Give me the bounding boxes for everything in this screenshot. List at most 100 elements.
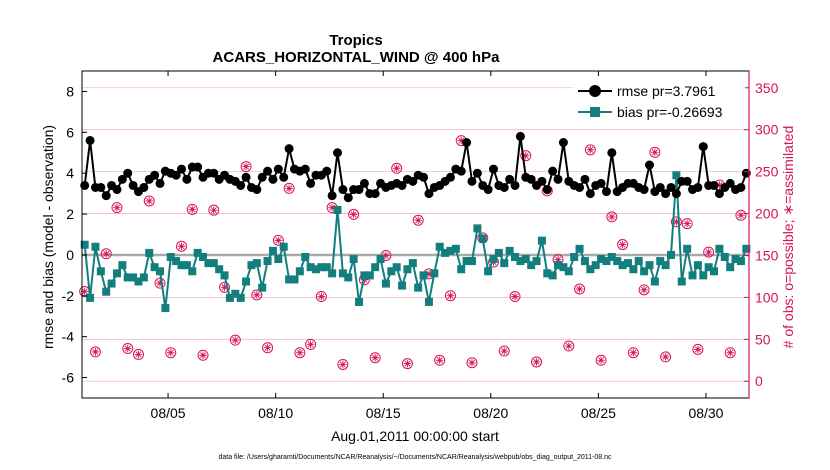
obs-point bbox=[251, 289, 263, 301]
rmse-marker bbox=[542, 185, 552, 195]
bias-marker bbox=[96, 267, 105, 276]
bias-marker bbox=[516, 257, 525, 266]
obs-point bbox=[229, 334, 241, 346]
obs-possible-marker bbox=[670, 216, 682, 228]
obs-assimilated-marker bbox=[694, 345, 702, 354]
obs-possible-marker bbox=[176, 240, 188, 252]
legend-rmse-marker bbox=[589, 85, 601, 97]
obs-possible-marker bbox=[660, 351, 672, 363]
plot-area bbox=[79, 131, 751, 370]
obs-assimilated-marker bbox=[726, 348, 734, 357]
rmse-marker bbox=[338, 185, 348, 195]
obs-possible-marker bbox=[132, 348, 144, 360]
bias-marker bbox=[489, 255, 498, 264]
rmse-marker bbox=[515, 131, 525, 141]
obs-point bbox=[724, 347, 736, 359]
rmse-marker bbox=[257, 172, 267, 182]
rmse-marker bbox=[467, 176, 477, 186]
y-tick-label-left: 0 bbox=[66, 247, 74, 263]
obs-possible-marker bbox=[122, 343, 134, 355]
obs-point bbox=[412, 214, 424, 226]
bias-marker bbox=[328, 269, 337, 278]
bias-marker bbox=[688, 271, 697, 280]
obs-assimilated-marker bbox=[618, 240, 627, 249]
obs-assimilated-marker bbox=[113, 203, 121, 212]
obs-assimilated-marker bbox=[500, 347, 509, 355]
obs-assimilated-marker bbox=[349, 210, 358, 219]
y-tick-label-left: 2 bbox=[66, 206, 74, 222]
footer-data-file: data file: /Users/gharamti/Documents/NCA… bbox=[218, 454, 612, 461]
bias-marker bbox=[231, 289, 240, 298]
bias-marker bbox=[209, 259, 218, 268]
rmse-marker bbox=[117, 174, 127, 184]
rmse-marker bbox=[343, 193, 353, 203]
rmse-marker bbox=[639, 185, 649, 195]
rmse-marker bbox=[333, 148, 343, 158]
legend-bias-marker bbox=[590, 107, 600, 117]
obs-possible-marker bbox=[520, 150, 532, 162]
obs-assimilated-marker bbox=[554, 255, 562, 264]
rmse-marker bbox=[424, 189, 434, 199]
obs-point bbox=[262, 342, 274, 354]
bias-marker bbox=[462, 257, 471, 266]
rmse-marker bbox=[558, 138, 568, 148]
obs-possible-marker bbox=[369, 352, 381, 364]
bias-marker bbox=[451, 244, 460, 253]
obs-possible-marker bbox=[735, 209, 747, 221]
legend: rmse pr=3.7961 bias pr=-0.26693 bbox=[573, 76, 745, 124]
bias-marker bbox=[338, 269, 347, 278]
bias-marker bbox=[548, 271, 557, 280]
obs-point bbox=[531, 356, 543, 368]
obs-possible-marker bbox=[262, 342, 274, 354]
rmse-marker bbox=[112, 185, 122, 195]
bias-marker bbox=[532, 257, 541, 266]
bias-marker bbox=[494, 248, 503, 257]
obs-point bbox=[595, 354, 607, 366]
rmse-marker bbox=[263, 166, 273, 176]
rmse-marker bbox=[306, 178, 316, 188]
y-tick-label-right: 50 bbox=[755, 331, 771, 347]
bias-marker bbox=[559, 263, 568, 272]
obs-possible-marker bbox=[649, 146, 661, 158]
legend-bias-label: bias pr=-0.26693 bbox=[617, 104, 723, 120]
bias-marker bbox=[699, 271, 708, 280]
rmse-marker bbox=[575, 182, 585, 192]
bias-marker bbox=[543, 269, 552, 278]
bias-marker bbox=[258, 283, 267, 292]
bias-marker bbox=[204, 259, 213, 268]
obs-point bbox=[584, 144, 596, 156]
y-tick-label-left: 4 bbox=[66, 165, 74, 181]
bias-marker bbox=[161, 304, 170, 313]
obs-possible-marker bbox=[89, 346, 101, 358]
obs-point bbox=[176, 240, 188, 252]
bias-marker bbox=[349, 255, 358, 264]
obs-assimilated-marker bbox=[242, 162, 250, 171]
obs-point bbox=[627, 347, 639, 359]
obs-possible-marker bbox=[434, 354, 446, 366]
obs-point bbox=[337, 358, 349, 370]
obs-assimilated-marker bbox=[629, 348, 638, 357]
rmse-marker bbox=[322, 166, 332, 176]
obs-possible-marker bbox=[240, 161, 252, 173]
obs-possible-marker bbox=[315, 291, 327, 303]
obs-assimilated-marker bbox=[199, 351, 207, 360]
obs-assimilated-marker bbox=[715, 181, 724, 189]
obs-assimilated-marker bbox=[274, 236, 283, 245]
bias-marker bbox=[602, 257, 611, 266]
bias-marker bbox=[295, 267, 304, 276]
bias-marker bbox=[344, 273, 353, 282]
bias-marker bbox=[91, 242, 100, 251]
bias-marker bbox=[478, 234, 487, 243]
obs-point bbox=[735, 209, 747, 221]
obs-possible-marker bbox=[627, 347, 639, 359]
obs-possible-marker bbox=[638, 284, 650, 296]
bias-marker bbox=[215, 265, 224, 274]
obs-possible-marker bbox=[595, 354, 607, 366]
rmse-marker bbox=[483, 185, 493, 195]
rmse-marker bbox=[123, 168, 133, 178]
obs-point bbox=[283, 182, 295, 194]
obs-point bbox=[574, 283, 586, 295]
bias-marker bbox=[322, 263, 331, 272]
rmse-marker bbox=[472, 168, 482, 178]
obs-assimilated-marker bbox=[134, 350, 143, 359]
